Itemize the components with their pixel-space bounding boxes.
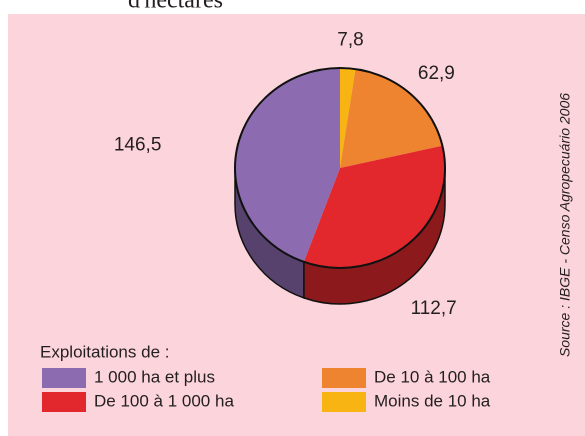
legend-label: 1 000 ha et plus (94, 367, 215, 386)
legend-swatch (42, 392, 86, 412)
legend-title: Exploitations de : (40, 342, 169, 361)
pie-slice (303, 145, 446, 269)
data-label: 7,8 (337, 29, 363, 50)
source: Source : IBGE - Censo Agropecuário 2006 (557, 93, 573, 357)
data-label: 62,9 (418, 63, 455, 84)
pie-outline (234, 67, 446, 269)
data-label: 112,7 (411, 298, 457, 319)
legend-swatch (322, 392, 366, 412)
legend-label: De 100 à 1 000 ha (94, 391, 234, 410)
legend-swatch (322, 368, 366, 388)
legend-label: Moins de 10 ha (374, 391, 491, 410)
data-label: 146,5 (114, 135, 162, 156)
pie-slice (340, 69, 443, 168)
legend-label: De 10 à 100 ha (374, 367, 491, 386)
pie-slice (340, 68, 356, 168)
chart-title: d'hectares (128, 0, 223, 14)
legend-swatch (42, 368, 86, 388)
pie-slice (234, 68, 340, 262)
